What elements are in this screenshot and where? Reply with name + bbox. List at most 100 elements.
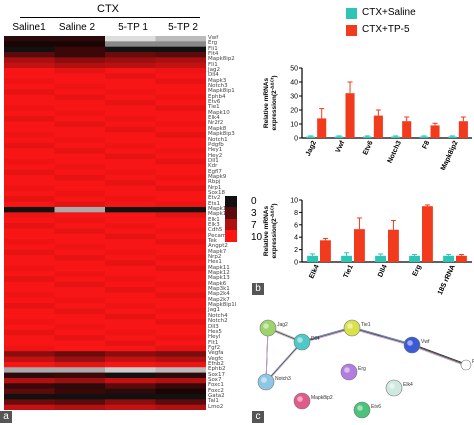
heatmap-cell <box>4 239 55 245</box>
heatmap-cell <box>155 169 206 176</box>
heatmap-cell <box>105 399 156 406</box>
x-tick-label: Notch3 <box>387 140 403 165</box>
heatmap-cell <box>155 233 206 240</box>
heatmap-cell <box>54 142 106 149</box>
heatmap-cell <box>105 340 156 347</box>
heatmap-cell <box>105 223 156 229</box>
heatmap-cell <box>155 68 206 74</box>
bar-chart-top: Relative mRNAs expression(2-ΔΔCt) 0 10 20 30 4… <box>263 66 472 170</box>
heatmap-cell <box>105 52 156 58</box>
heatmap-cell <box>4 313 55 320</box>
heatmap-cell <box>54 89 106 96</box>
heatmap-gene-label: Notch2 <box>208 318 228 325</box>
heatmap-cell <box>54 249 106 256</box>
heatmap-cell <box>155 46 206 53</box>
network-node <box>293 392 311 410</box>
heatmap-cell <box>4 260 55 267</box>
x-tick-label: Etv6 <box>362 140 375 156</box>
heatmap-cell <box>105 244 156 251</box>
heatmap-cell <box>155 185 206 192</box>
y-axis-label: expression(2-ΔΔCt) <box>270 76 279 131</box>
heatmap-cell <box>105 249 156 256</box>
heatmap-cell <box>105 84 156 90</box>
heatmap-cell <box>54 137 106 144</box>
heatmap-cell <box>105 105 156 112</box>
heatmap-gene-label: Jag2 <box>208 67 220 74</box>
heatmap-cell <box>155 404 206 410</box>
heatmap-cell <box>4 249 55 256</box>
heatmap-legend <box>225 196 239 242</box>
heatmap-cell <box>155 206 206 213</box>
network-edge <box>411 343 467 365</box>
heatmap-cell <box>54 223 106 229</box>
bar <box>307 255 318 262</box>
heatmap-gene-label: Etv6 <box>208 99 221 106</box>
y-tick-label: 10 <box>290 122 298 129</box>
heatmap-cell <box>54 308 106 315</box>
heatmap-cell <box>4 132 55 138</box>
heatmap-cell <box>4 78 55 85</box>
heatmap-gene-label: Mapk6 <box>208 280 227 287</box>
bar <box>306 136 316 138</box>
heatmap-cell <box>54 324 106 331</box>
heatmap-cell <box>155 265 206 272</box>
y-tick-label: 50 <box>290 66 298 73</box>
heatmap-gene-label: Hes5 <box>208 328 222 335</box>
heatmap-cell <box>54 84 106 90</box>
x-tick-label: F8 <box>422 140 432 150</box>
network-edge <box>351 328 413 347</box>
heatmap-cell <box>4 399 55 406</box>
heatmap-cell <box>105 132 156 138</box>
heatmap-cell <box>4 233 55 240</box>
network-edge <box>301 326 353 342</box>
network-node <box>257 373 275 391</box>
heatmap-cell <box>54 404 106 410</box>
heatmap-cell <box>4 281 55 288</box>
heatmap-gene-label: Mapk1 <box>208 211 227 218</box>
heatmap-gene-label: Dll4 <box>208 72 219 79</box>
heatmap-cell <box>54 121 106 128</box>
network-node-highlight <box>357 405 363 411</box>
network-node-label: Jag2 <box>277 322 288 328</box>
heatmap-cell <box>155 383 206 390</box>
x-tick-label: Elk4 <box>308 264 320 280</box>
heatmap-cell <box>105 185 156 192</box>
heatmap-cell <box>155 153 206 160</box>
heatmap-cell <box>105 174 156 181</box>
heatmap-cell <box>4 196 55 203</box>
heatmap-cell <box>54 126 106 133</box>
heatmap-cell <box>105 41 156 48</box>
heatmap-cell <box>105 73 156 80</box>
heatmap-cell <box>54 367 106 373</box>
heatmap-cell <box>155 190 206 197</box>
heatmap-cell <box>155 228 206 235</box>
network-edge <box>265 341 303 383</box>
heatmap-cell <box>4 148 55 154</box>
heatmap-cell <box>54 217 106 224</box>
heatmap-cell <box>155 100 206 106</box>
heatmap-cell <box>4 356 55 363</box>
y-tick-label: 20 <box>290 108 298 115</box>
heatmap-cell <box>4 388 55 395</box>
heatmap-cell <box>155 324 206 331</box>
heatmap-cell <box>4 52 55 58</box>
y-tick-label: 0 <box>294 136 298 143</box>
heatmap-cell <box>54 388 106 395</box>
heatmap-cell <box>105 324 156 331</box>
network-edge <box>411 345 467 367</box>
heatmap-cell <box>54 377 106 384</box>
heatmap-legend-swatch <box>225 219 237 230</box>
y-axis-label: Relative mRNAs <box>263 206 270 257</box>
heatmap-cell <box>155 110 206 117</box>
heatmap-cell <box>155 105 206 112</box>
heatmap-cell <box>155 292 206 299</box>
network-edge <box>351 327 413 346</box>
heatmap-cell <box>105 372 156 379</box>
network-edge <box>411 344 467 366</box>
heatmap-cell <box>54 46 106 53</box>
heatmap-gene-label: Gata2 <box>208 392 225 399</box>
heatmap-cell <box>54 57 106 64</box>
heatmap-gene-label: Mapk3 <box>208 77 227 84</box>
heatmap-gene-label: Fli1 <box>208 45 218 52</box>
network-node-highlight <box>263 323 269 329</box>
